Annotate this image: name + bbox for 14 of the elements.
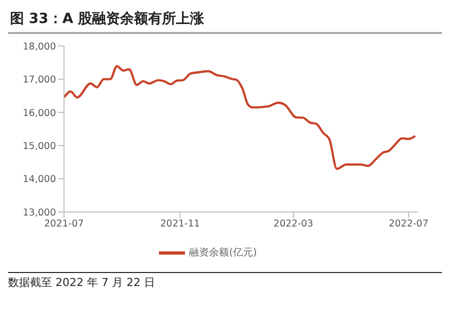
y-tick-label: 14,000	[22, 174, 56, 186]
x-tick-label: 2022-07	[388, 218, 428, 230]
chart-title: 图 33：A 股融资余额有所上涨	[8, 8, 442, 34]
y-tick-label: 17,000	[22, 74, 56, 86]
text: 数据截至 2022 年 7 月 22 日	[8, 275, 442, 290]
legend-label: 融资余额(亿元)	[189, 248, 257, 259]
x-tick-label: 2021-11	[160, 218, 200, 230]
x-tick-label: 2021-07	[44, 218, 84, 230]
line-series	[64, 65, 416, 170]
y-tick-label: 13,000	[22, 207, 56, 218]
x-tick-label: 2022-03	[274, 218, 314, 230]
y-tick-label: 15,000	[22, 140, 56, 152]
y-tick-label: 16,000	[22, 108, 56, 119]
y-tick-label: 18,000	[22, 41, 56, 52]
